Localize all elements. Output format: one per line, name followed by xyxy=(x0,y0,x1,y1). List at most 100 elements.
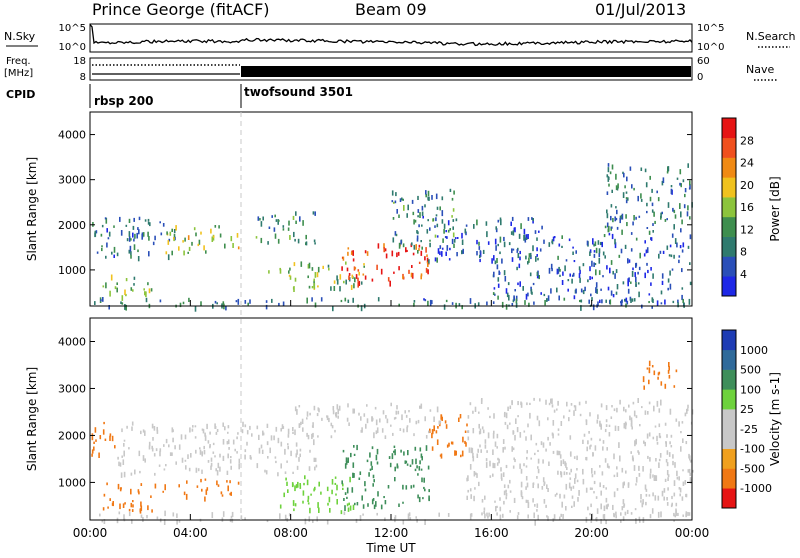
scatter-cell xyxy=(446,444,449,448)
colorbar-tick-label: -100 xyxy=(740,443,765,456)
scatter-cell xyxy=(651,508,654,514)
scatter-cell xyxy=(467,489,469,493)
scatter-cell xyxy=(682,242,685,248)
scatter-cell xyxy=(638,451,640,455)
scatter-cell xyxy=(306,411,309,417)
scatter-cell xyxy=(658,462,660,468)
scatter-cell xyxy=(320,491,322,495)
scatter-cell xyxy=(488,512,490,517)
scatter-cell xyxy=(562,271,564,276)
scatter-cell xyxy=(277,472,279,477)
scatter-cell xyxy=(517,415,519,418)
scatter-cell xyxy=(175,461,177,465)
scatter-cell xyxy=(331,425,334,429)
scatter-cell xyxy=(201,488,203,492)
scatter-cell xyxy=(383,496,385,499)
scatter-cell xyxy=(132,289,134,292)
scatter-cell xyxy=(140,483,143,486)
scatter-cell xyxy=(428,495,430,501)
scatter-cell xyxy=(566,472,568,475)
scatter-cell xyxy=(297,238,300,244)
scatter-cell xyxy=(229,480,231,484)
scatter-cell xyxy=(652,492,654,497)
scatter-cell xyxy=(565,506,567,511)
scatter-cell xyxy=(171,228,173,232)
scatter-cell xyxy=(421,224,423,227)
scatter-cell xyxy=(525,234,528,240)
scatter-cell xyxy=(643,253,646,257)
scatter-cell xyxy=(117,456,119,460)
scatter-cell xyxy=(505,496,508,500)
scatter-cell xyxy=(357,277,359,282)
scatter-cell xyxy=(142,455,145,461)
scatter-cell xyxy=(552,450,555,454)
scatter-cell xyxy=(543,239,545,244)
scatter-cell xyxy=(180,434,183,440)
scatter-cell xyxy=(227,453,229,457)
nsearch-tick-top: 10^5 xyxy=(697,23,724,34)
scatter-cell xyxy=(380,504,383,510)
scatter-cell xyxy=(332,406,335,411)
scatter-cell xyxy=(237,432,239,435)
scatter-cell xyxy=(631,271,634,277)
scatter-cell xyxy=(376,264,378,270)
scatter-cell xyxy=(292,431,294,434)
scatter-cell xyxy=(398,214,400,218)
scatter-cell xyxy=(660,290,663,295)
scatter-cell xyxy=(547,436,549,441)
scatter-cell xyxy=(630,232,633,235)
scatter-cell xyxy=(591,297,593,301)
scatter-cell xyxy=(651,202,654,207)
scatter-cell xyxy=(352,408,354,414)
scatter-cell xyxy=(204,496,206,502)
scatter-cell xyxy=(485,458,488,462)
scatter-cell xyxy=(615,291,618,295)
scatter-cell xyxy=(530,255,532,260)
scatter-cell xyxy=(625,197,628,200)
scatter-cell xyxy=(313,457,316,462)
scatter-cell xyxy=(516,266,518,271)
scatter-cell xyxy=(493,463,496,469)
scatter-cell xyxy=(610,416,613,419)
scatter-cell xyxy=(489,415,491,419)
scatter-cell xyxy=(330,422,333,427)
scatter-cell xyxy=(220,491,223,495)
scatter-cell xyxy=(667,370,670,374)
scatter-cell xyxy=(497,295,499,300)
scatter-cell xyxy=(237,246,240,250)
scatter-cell xyxy=(585,457,587,461)
scatter-cell xyxy=(393,271,395,274)
scatter-cell xyxy=(326,415,329,421)
power-axes-frame xyxy=(89,111,693,307)
scatter-cell xyxy=(681,268,683,273)
scatter-cell xyxy=(627,281,629,287)
scatter-cell xyxy=(226,470,229,475)
scatter-cell xyxy=(599,438,601,442)
scatter-cell xyxy=(550,263,553,269)
scatter-cell xyxy=(451,197,454,201)
scatter-cell xyxy=(503,500,505,505)
scatter-cell xyxy=(637,398,639,403)
scatter-cell xyxy=(664,422,667,426)
scatter-cell xyxy=(516,249,519,253)
scatter-cell xyxy=(419,405,421,409)
scatter-cell xyxy=(313,239,316,243)
scatter-cell xyxy=(169,231,172,236)
scatter-cell xyxy=(651,188,653,193)
scatter-cell xyxy=(420,240,422,243)
scatter-cell xyxy=(604,428,607,433)
scatter-cell xyxy=(492,473,494,477)
scatter-cell xyxy=(353,473,355,478)
scatter-cell xyxy=(411,459,414,465)
scatter-cell xyxy=(292,286,295,290)
scatter-cell xyxy=(154,235,156,241)
scatter-cell xyxy=(395,410,398,415)
scatter-cell xyxy=(119,503,121,510)
colorbar-swatch xyxy=(722,256,736,277)
scatter-cell xyxy=(434,225,436,228)
scatter-cell xyxy=(114,445,116,449)
scatter-cell xyxy=(295,442,298,447)
scatter-cell xyxy=(451,441,454,445)
scatter-cell xyxy=(624,185,626,189)
scatter-cell xyxy=(633,215,635,221)
